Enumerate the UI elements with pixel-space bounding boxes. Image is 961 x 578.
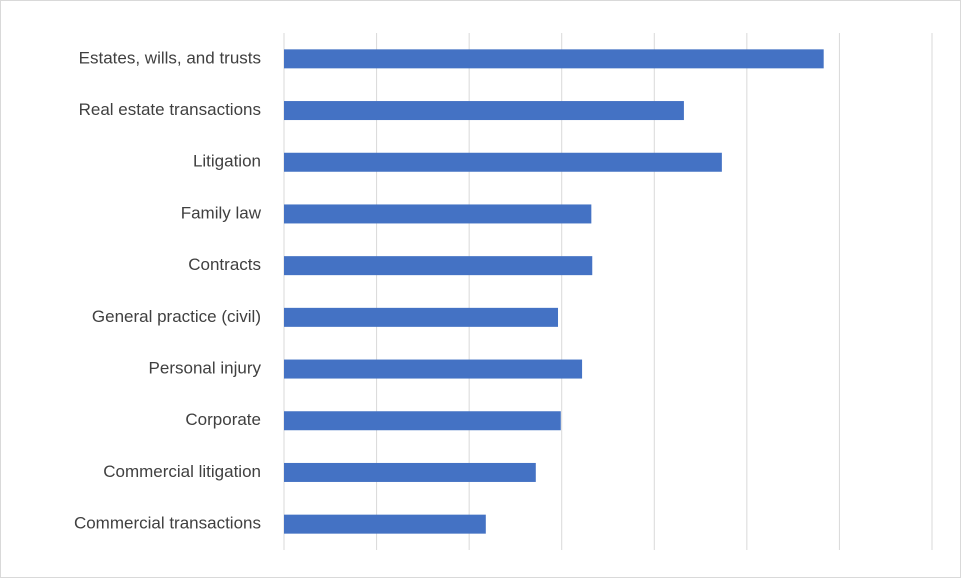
y-tick-label: Real estate transactions	[79, 100, 261, 119]
bar	[284, 256, 593, 276]
y-tick-label: Personal injury	[149, 359, 262, 378]
y-tick-label: Family law	[181, 203, 262, 222]
bar	[284, 307, 559, 327]
y-tick-label: Commercial transactions	[74, 514, 261, 533]
y-tick-label: Litigation	[193, 152, 261, 171]
y-tick-label: Contracts	[188, 255, 261, 274]
bar	[284, 152, 722, 172]
y-tick-label: Commercial litigation	[103, 462, 261, 481]
bar	[284, 462, 536, 482]
bar	[284, 359, 583, 379]
bar	[284, 514, 486, 534]
y-tick-label: Estates, wills, and trusts	[79, 48, 261, 67]
bar	[284, 204, 592, 224]
y-tick-label: General practice (civil)	[92, 307, 261, 326]
bar	[284, 101, 684, 121]
bar	[284, 411, 561, 431]
y-tick-label: Corporate	[185, 410, 261, 429]
bar	[284, 49, 824, 69]
